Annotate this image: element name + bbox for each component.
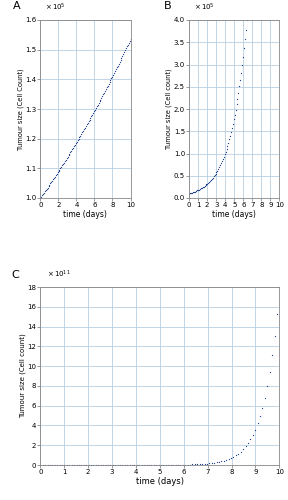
Text: B: B [164, 1, 172, 11]
Text: $\times\,10^{11}$: $\times\,10^{11}$ [48, 268, 71, 280]
X-axis label: time (days): time (days) [63, 210, 107, 218]
Text: C: C [12, 270, 19, 280]
Y-axis label: Tumour size (Cell count): Tumour size (Cell count) [19, 334, 26, 418]
X-axis label: time (days): time (days) [212, 210, 256, 218]
X-axis label: time (days): time (days) [136, 476, 184, 486]
Text: A: A [13, 1, 21, 11]
Y-axis label: Tumour size (Cell count): Tumour size (Cell count) [166, 68, 172, 150]
Text: $\times\,10^5$: $\times\,10^5$ [194, 2, 214, 13]
Text: $\times\,10^5$: $\times\,10^5$ [45, 2, 66, 13]
Y-axis label: Tumour size (Cell Count): Tumour size (Cell Count) [17, 68, 24, 150]
